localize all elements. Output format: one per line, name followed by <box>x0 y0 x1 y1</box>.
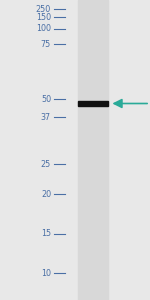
Text: 37: 37 <box>41 112 51 122</box>
Text: 100: 100 <box>36 24 51 33</box>
Text: 250: 250 <box>36 4 51 14</box>
Text: 10: 10 <box>41 268 51 278</box>
Text: 15: 15 <box>41 230 51 238</box>
Text: 50: 50 <box>41 94 51 103</box>
Text: 75: 75 <box>41 40 51 49</box>
Bar <box>78 0 108 300</box>
Text: 20: 20 <box>41 190 51 199</box>
Text: 25: 25 <box>41 160 51 169</box>
Text: 150: 150 <box>36 13 51 22</box>
Bar <box>78 101 108 106</box>
